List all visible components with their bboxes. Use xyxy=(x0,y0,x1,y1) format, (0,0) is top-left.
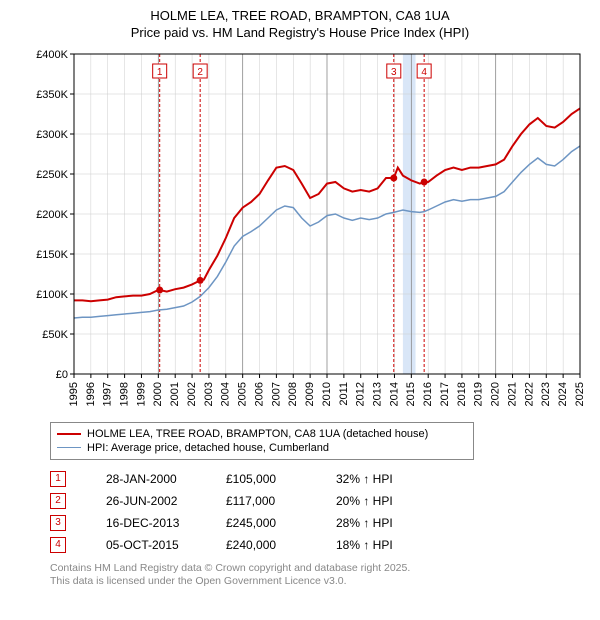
svg-text:2004: 2004 xyxy=(220,382,232,406)
svg-text:2016: 2016 xyxy=(422,382,434,406)
svg-text:2003: 2003 xyxy=(203,382,215,406)
svg-text:£150K: £150K xyxy=(36,249,68,261)
legend-label: HPI: Average price, detached house, Cumb… xyxy=(87,442,329,454)
sale-row: 2 26-JUN-2002£117,00020% ↑ HPI xyxy=(50,490,600,512)
legend-item: HOLME LEA, TREE ROAD, BRAMPTON, CA8 1UA … xyxy=(57,427,467,441)
svg-text:2010: 2010 xyxy=(321,382,333,406)
sale-hpi-delta: 20% ↑ HPI xyxy=(336,494,436,508)
svg-text:2002: 2002 xyxy=(186,382,198,406)
sale-row: 1 28-JAN-2000£105,00032% ↑ HPI xyxy=(50,468,600,490)
svg-text:1996: 1996 xyxy=(85,382,97,406)
sale-date: 28-JAN-2000 xyxy=(106,472,226,486)
sale-marker-box: 3 xyxy=(50,515,66,531)
svg-text:2012: 2012 xyxy=(355,382,367,406)
footer-line-1: Contains HM Land Registry data © Crown c… xyxy=(50,562,600,576)
svg-text:2019: 2019 xyxy=(473,382,485,406)
svg-text:2007: 2007 xyxy=(270,382,282,406)
svg-text:1998: 1998 xyxy=(119,382,131,406)
svg-text:2013: 2013 xyxy=(372,382,384,406)
svg-text:2024: 2024 xyxy=(557,382,569,406)
legend: HOLME LEA, TREE ROAD, BRAMPTON, CA8 1UA … xyxy=(50,422,474,460)
svg-text:2009: 2009 xyxy=(304,382,316,406)
sale-date: 26-JUN-2002 xyxy=(106,494,226,508)
legend-swatch xyxy=(57,433,81,435)
svg-text:2022: 2022 xyxy=(523,382,535,406)
legend-label: HOLME LEA, TREE ROAD, BRAMPTON, CA8 1UA … xyxy=(87,428,428,440)
svg-text:2: 2 xyxy=(197,67,203,78)
svg-text:2023: 2023 xyxy=(540,382,552,406)
sale-price: £105,000 xyxy=(226,472,336,486)
svg-text:£0: £0 xyxy=(56,369,68,381)
footer-line-2: This data is licensed under the Open Gov… xyxy=(50,575,600,589)
legend-swatch xyxy=(57,447,81,448)
svg-text:£350K: £350K xyxy=(36,89,68,101)
sale-price: £117,000 xyxy=(226,494,336,508)
sale-hpi-delta: 18% ↑ HPI xyxy=(336,538,436,552)
sale-hpi-delta: 32% ↑ HPI xyxy=(336,472,436,486)
sale-marker-box: 2 xyxy=(50,493,66,509)
sale-marker-box: 1 xyxy=(50,471,66,487)
sales-table: 1 28-JAN-2000£105,00032% ↑ HPI 2 26-JUN-200… xyxy=(50,468,600,556)
svg-text:2008: 2008 xyxy=(287,382,299,406)
price-chart: £0 £50K £100K £150K £200K £250K £300K £350K £400… xyxy=(30,48,590,418)
svg-text:1995: 1995 xyxy=(68,382,80,406)
svg-text:£50K: £50K xyxy=(42,329,68,341)
svg-text:2018: 2018 xyxy=(456,382,468,406)
svg-text:£250K: £250K xyxy=(36,169,68,181)
sale-price: £240,000 xyxy=(226,538,336,552)
svg-text:2011: 2011 xyxy=(338,382,350,406)
sale-date: 16-DEC-2013 xyxy=(106,516,226,530)
svg-text:£400K: £400K xyxy=(36,49,68,61)
chart-title: HOLME LEA, TREE ROAD, BRAMPTON, CA8 1UA … xyxy=(0,0,600,42)
sale-row: 3 16-DEC-2013£245,00028% ↑ HPI xyxy=(50,512,600,534)
svg-text:2025: 2025 xyxy=(574,382,586,406)
svg-text:1999: 1999 xyxy=(135,382,147,406)
svg-text:2020: 2020 xyxy=(490,382,502,406)
footer-attribution: Contains HM Land Registry data © Crown c… xyxy=(50,562,600,589)
svg-text:2001: 2001 xyxy=(169,382,181,406)
svg-text:2006: 2006 xyxy=(253,382,265,406)
svg-text:2014: 2014 xyxy=(388,382,400,406)
sale-date: 05-OCT-2015 xyxy=(106,538,226,552)
svg-text:4: 4 xyxy=(421,67,427,78)
svg-text:2021: 2021 xyxy=(506,382,518,406)
svg-text:£200K: £200K xyxy=(36,209,68,221)
svg-text:1997: 1997 xyxy=(102,382,114,406)
title-line-1: HOLME LEA, TREE ROAD, BRAMPTON, CA8 1UA xyxy=(0,8,600,25)
svg-text:2000: 2000 xyxy=(152,382,164,406)
sale-row: 4 05-OCT-2015£240,00018% ↑ HPI xyxy=(50,534,600,556)
sale-price: £245,000 xyxy=(226,516,336,530)
sale-marker-box: 4 xyxy=(50,537,66,553)
sale-hpi-delta: 28% ↑ HPI xyxy=(336,516,436,530)
svg-text:£100K: £100K xyxy=(36,289,68,301)
svg-text:2017: 2017 xyxy=(439,382,451,406)
svg-text:2015: 2015 xyxy=(405,382,417,406)
title-line-2: Price paid vs. HM Land Registry's House … xyxy=(0,25,600,42)
legend-item: HPI: Average price, detached house, Cumb… xyxy=(57,441,467,455)
svg-text:3: 3 xyxy=(391,67,397,78)
svg-text:2005: 2005 xyxy=(237,382,249,406)
svg-text:1: 1 xyxy=(157,67,163,78)
svg-text:£300K: £300K xyxy=(36,129,68,141)
